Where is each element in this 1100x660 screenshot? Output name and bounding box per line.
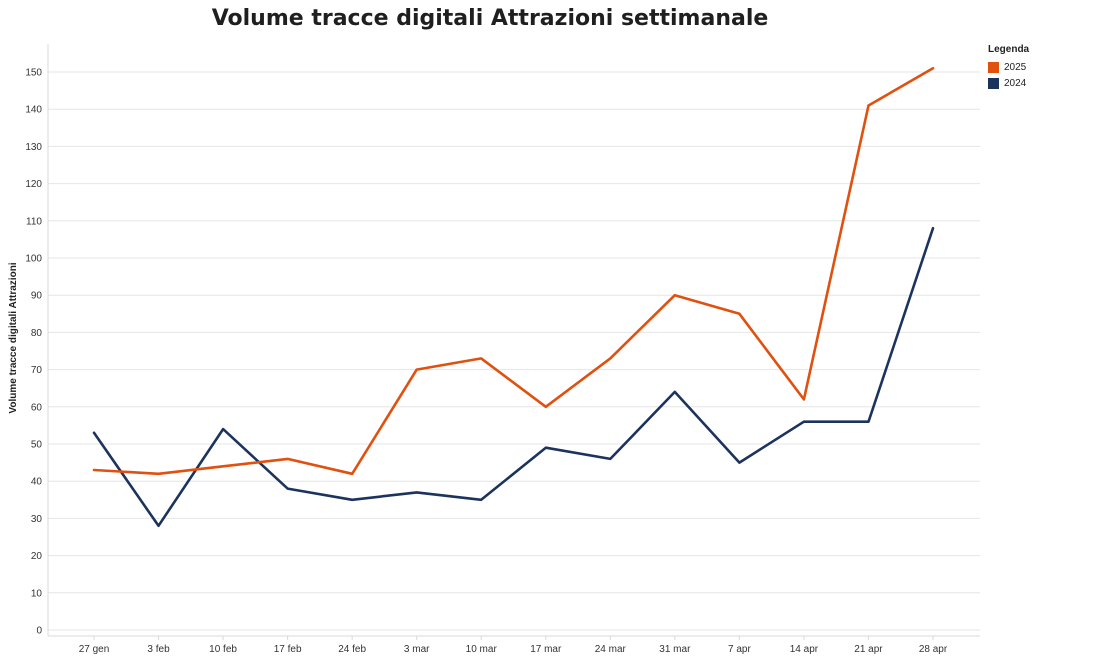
data-point-2025-12[interactable] — [865, 102, 871, 108]
y-axis-label: Volume tracce digitali Attrazioni — [8, 262, 19, 413]
data-point-2024-3[interactable] — [285, 486, 291, 492]
x-tick-label: 31 mar — [659, 644, 691, 655]
data-point-2025-4[interactable] — [349, 471, 355, 477]
x-tick-label: 28 apr — [919, 644, 948, 655]
data-point-2025-1[interactable] — [156, 471, 162, 477]
y-tick-label: 80 — [31, 328, 43, 339]
x-tick-label: 17 mar — [530, 644, 562, 655]
data-point-2025-10[interactable] — [736, 311, 742, 317]
x-tick-label: 17 feb — [274, 644, 302, 655]
legend-swatch-2025 — [988, 61, 999, 73]
y-tick-label: 100 — [25, 254, 42, 265]
legend-label-2025: 2025 — [1004, 61, 1027, 73]
data-point-2024-0[interactable] — [91, 430, 97, 436]
y-tick-label: 20 — [31, 551, 43, 562]
gridlines — [48, 71, 980, 631]
y-tick-label: 10 — [31, 588, 43, 599]
y-tick-label: 130 — [25, 142, 42, 153]
y-tick-label: 140 — [25, 105, 42, 116]
y-tick-label: 30 — [31, 514, 43, 525]
data-point-2024-1[interactable] — [156, 523, 162, 529]
x-tick-label: 10 mar — [466, 644, 498, 655]
x-tick-label: 3 mar — [404, 644, 430, 655]
legend-item-2025[interactable]: 2025 — [988, 59, 1029, 75]
series-line-2025[interactable] — [92, 67, 935, 476]
y-tick-label: 0 — [36, 626, 42, 637]
data-point-2025-2[interactable] — [220, 463, 226, 469]
series-lines — [91, 65, 936, 529]
series-line-2024[interactable] — [92, 226, 935, 528]
x-tick-label: 10 feb — [209, 644, 237, 655]
y-tick-label: 70 — [31, 365, 43, 376]
y-tick-label: 120 — [25, 179, 42, 190]
legend-label-2024: 2024 — [1004, 77, 1027, 89]
data-point-2024-4[interactable] — [349, 497, 355, 503]
x-tick-label: 14 apr — [790, 644, 819, 655]
data-point-2024-9[interactable] — [672, 389, 678, 395]
data-point-2025-6[interactable] — [478, 355, 484, 361]
data-point-2025-3[interactable] — [285, 456, 291, 462]
data-point-2024-13[interactable] — [930, 225, 936, 231]
y-tick-label: 40 — [31, 477, 43, 488]
legend-swatch-2024 — [988, 77, 999, 89]
data-point-2025-8[interactable] — [607, 355, 613, 361]
data-point-2024-2[interactable] — [220, 426, 226, 432]
data-point-2025-9[interactable] — [672, 292, 678, 298]
x-tick-label: 24 mar — [595, 644, 627, 655]
legend-title: Legenda — [988, 44, 1030, 55]
axes: 0 10 20 30 40 50 60 70 80 90 100 110 120 130 140 150 27 … — [25, 44, 980, 655]
x-tick-label: 27 gen — [79, 644, 110, 655]
data-point-2024-8[interactable] — [607, 456, 613, 462]
legend-item-2024[interactable]: 2024 — [988, 75, 1029, 91]
y-tick-label: 150 — [25, 68, 42, 79]
legend: Legenda 2025 2024 — [988, 44, 1029, 91]
x-tick-label: 24 feb — [338, 644, 366, 655]
y-tick-label: 110 — [26, 216, 42, 227]
x-tick-label: 7 apr — [728, 644, 751, 655]
x-tick-label: 3 feb — [147, 644, 170, 655]
data-point-2025-11[interactable] — [801, 396, 807, 402]
data-point-2024-11[interactable] — [801, 419, 807, 425]
data-point-2024-6[interactable] — [478, 497, 484, 503]
data-point-2024-7[interactable] — [543, 445, 549, 451]
data-point-2025-5[interactable] — [414, 367, 420, 373]
data-point-2024-12[interactable] — [865, 419, 871, 425]
x-tick-label: 21 apr — [854, 644, 883, 655]
data-point-2025-0[interactable] — [91, 467, 97, 473]
y-tick-label: 50 — [31, 440, 43, 451]
data-point-2025-13[interactable] — [930, 65, 936, 71]
data-point-2025-7[interactable] — [543, 404, 549, 410]
chart-title: Volume tracce digitali Attrazioni settim… — [211, 6, 769, 31]
data-point-2024-5[interactable] — [414, 489, 420, 495]
data-point-2024-10[interactable] — [736, 460, 742, 466]
y-tick-label: 90 — [31, 291, 43, 302]
y-tick-label: 60 — [31, 402, 43, 413]
